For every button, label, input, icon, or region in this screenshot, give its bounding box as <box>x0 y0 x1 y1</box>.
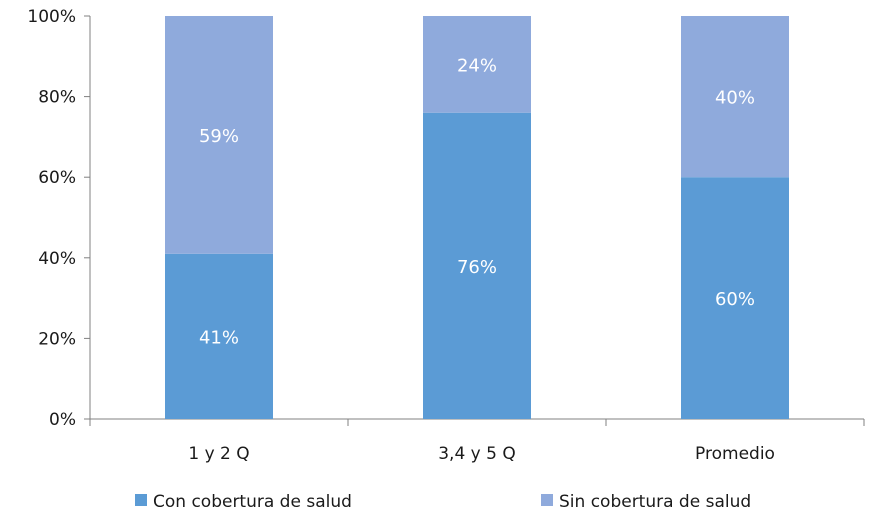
bar-segment <box>423 16 531 113</box>
data-label: 40% <box>715 88 755 109</box>
legend: Con cobertura de salud Sin cobertura de s… <box>135 492 751 512</box>
legend-swatch <box>541 494 553 506</box>
y-tick-label: 60% <box>38 168 76 188</box>
y-tick-label: 0% <box>49 410 76 430</box>
y-axis: 0% 20% 40% 60% 80% 100% <box>27 7 91 430</box>
y-tick-label: 40% <box>38 249 76 269</box>
y-tick-label: 100% <box>27 7 76 27</box>
x-tick-label: Promedio <box>695 444 775 464</box>
data-label: 76% <box>457 257 497 278</box>
data-label: 41% <box>199 327 239 348</box>
bar-segment <box>165 253 273 419</box>
x-tick-label: 3,4 y 5 Q <box>438 444 516 464</box>
y-tick-label: 20% <box>38 329 76 349</box>
y-tick-label: 80% <box>38 88 76 108</box>
data-label: 59% <box>199 126 239 147</box>
data-label: 60% <box>715 289 755 310</box>
x-axis: 1 y 2 Q 3,4 y 5 Q Promedio <box>89 418 865 464</box>
data-label: 24% <box>457 55 497 76</box>
bar-segment <box>165 16 273 254</box>
legend-label: Con cobertura de salud <box>153 492 352 512</box>
bar-segment <box>423 112 531 419</box>
legend-label: Sin cobertura de salud <box>559 492 751 512</box>
bars <box>165 16 789 419</box>
data-labels: 41% 59% 76% 24% 60% 40% <box>199 55 755 348</box>
x-tick-label: 1 y 2 Q <box>188 444 249 464</box>
legend-swatch <box>135 494 147 506</box>
bar-segment <box>681 16 789 178</box>
bar-segment <box>681 177 789 419</box>
